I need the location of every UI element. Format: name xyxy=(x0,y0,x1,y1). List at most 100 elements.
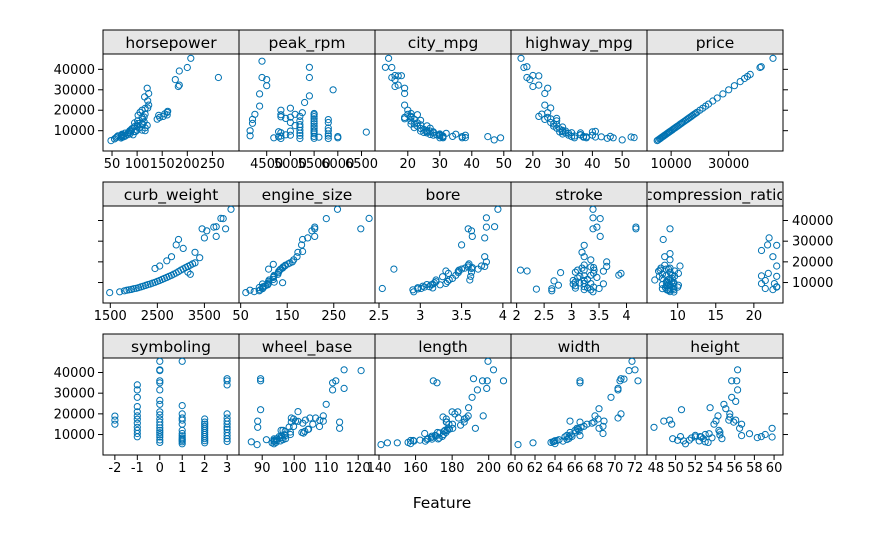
data-point xyxy=(618,136,626,144)
data-point xyxy=(614,414,622,422)
data-point xyxy=(553,117,561,125)
data-point xyxy=(270,278,278,286)
data-point xyxy=(133,415,141,423)
data-point xyxy=(625,367,633,375)
data-point xyxy=(532,285,541,293)
data-point xyxy=(310,127,318,135)
x-tick-label: 250 xyxy=(200,157,225,172)
data-point xyxy=(603,258,611,266)
data-point xyxy=(466,276,474,284)
x-tick-label: 40 xyxy=(464,157,481,172)
data-point xyxy=(467,272,475,280)
data-point xyxy=(576,272,584,280)
panel-frame xyxy=(374,205,512,304)
data-point xyxy=(309,420,317,428)
data-point xyxy=(632,223,640,231)
y-tick-label: 10000 xyxy=(792,276,833,291)
data-point xyxy=(255,283,263,292)
strip-label: symboling xyxy=(131,338,211,356)
y-tick-label: 30000 xyxy=(54,83,95,98)
data-point xyxy=(413,111,421,119)
panel-frame xyxy=(646,205,784,304)
data-point xyxy=(452,130,460,138)
data-point xyxy=(580,276,588,285)
data-point xyxy=(674,269,683,277)
data-point xyxy=(296,132,304,140)
x-tick-label: 60 xyxy=(507,461,524,476)
data-point xyxy=(301,98,309,107)
data-point xyxy=(156,386,164,394)
x-tick-label: 4500 xyxy=(250,157,283,172)
data-point xyxy=(301,416,309,424)
y-tick-label: 20000 xyxy=(54,104,95,119)
data-point xyxy=(544,84,552,92)
x-tick-label: 50 xyxy=(104,157,121,172)
data-point xyxy=(593,273,601,281)
x-tick-label: 60 xyxy=(766,461,783,476)
data-point xyxy=(670,288,678,296)
data-point xyxy=(201,418,209,426)
data-point xyxy=(401,84,409,92)
data-point xyxy=(223,428,231,437)
strip-background xyxy=(646,333,784,359)
data-point xyxy=(658,270,667,278)
data-point xyxy=(251,110,259,118)
strip-background xyxy=(510,29,648,55)
data-point xyxy=(479,412,487,420)
data-point xyxy=(439,413,447,421)
data-point xyxy=(650,423,658,431)
data-point xyxy=(589,205,597,213)
data-point xyxy=(294,248,302,256)
data-point xyxy=(401,89,409,98)
data-point xyxy=(599,422,607,430)
data-point xyxy=(377,441,385,449)
x-tick-label: 2.5 xyxy=(369,309,390,324)
strip-label: wheel_base xyxy=(262,338,353,357)
data-point xyxy=(291,417,300,425)
data-point xyxy=(661,253,669,261)
x-tick-label: 72 xyxy=(627,461,644,476)
data-point xyxy=(111,412,119,420)
data-point xyxy=(246,127,254,135)
data-point xyxy=(730,418,738,426)
data-point xyxy=(296,134,304,143)
data-point xyxy=(223,377,231,385)
data-point xyxy=(340,384,348,392)
y-axes-layer: 10000 20000 30000 40000 10000 20000 30000 40000… xyxy=(54,63,834,443)
panel-horsepower: horsepower 50 100 150 200 250 xyxy=(102,29,240,172)
data-point xyxy=(765,234,773,242)
data-point xyxy=(319,417,327,425)
x-tick-label: 56 xyxy=(726,461,743,476)
data-point xyxy=(409,436,417,445)
data-point xyxy=(269,260,277,268)
data-point xyxy=(212,223,220,231)
data-point xyxy=(416,436,424,444)
data-point xyxy=(757,272,766,280)
data-point xyxy=(111,420,119,428)
data-point xyxy=(324,118,332,127)
data-point xyxy=(471,424,479,432)
panel-engine-size: engine_size 50 150 250 xyxy=(232,181,376,324)
data-point xyxy=(553,114,561,123)
data-point xyxy=(773,283,781,291)
data-point xyxy=(156,438,164,446)
data-point xyxy=(597,133,605,141)
data-point xyxy=(279,279,287,287)
data-point xyxy=(334,133,342,141)
x-tick-label: 30 xyxy=(432,157,449,172)
data-point xyxy=(499,377,508,385)
data-point xyxy=(478,377,487,385)
x-tick-label: 100 xyxy=(125,157,150,172)
data-point xyxy=(773,241,781,249)
data-point xyxy=(141,93,149,101)
x-axis-label: Feature xyxy=(413,494,472,512)
data-point xyxy=(299,235,307,244)
data-point xyxy=(305,73,313,82)
data-point xyxy=(580,253,588,261)
data-point xyxy=(291,110,299,118)
data-point xyxy=(265,265,273,273)
data-point xyxy=(567,431,575,439)
data-point xyxy=(163,111,171,119)
data-point xyxy=(756,63,764,72)
